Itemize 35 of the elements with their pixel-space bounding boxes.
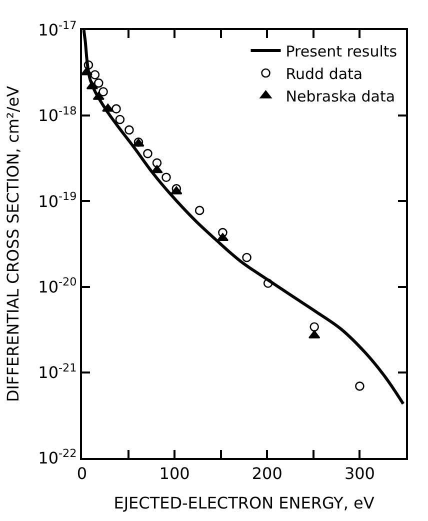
point [94, 78, 104, 88]
point [143, 148, 152, 158]
y-tick-label: 10$^{-18}$ [38, 104, 77, 126]
y-tick-label: 10$^{-17}$ [38, 18, 77, 40]
point [242, 252, 252, 262]
point [124, 125, 134, 135]
point [115, 114, 125, 124]
y-tick-label: 10$^{-21}$ [38, 361, 77, 382]
x-tick-label: 200 [252, 464, 282, 484]
point [310, 322, 319, 332]
legend-label: Present results [286, 42, 398, 60]
point [82, 67, 92, 76]
point [194, 206, 204, 216]
y-tick-label: 10$^{-22}$ [38, 446, 77, 468]
x-axis-title: EJECTED-ELECTRON ENERGY, eV [114, 493, 374, 512]
y-axis-title: DIFFERENTIAL CROSS SECTION, cm²/eV [4, 86, 23, 402]
point [112, 104, 121, 114]
legend-label: Nebraska data [286, 87, 396, 106]
point [102, 104, 114, 112]
point [218, 228, 228, 238]
y-tick-label: 10$^{-19}$ [38, 190, 77, 211]
point [90, 70, 100, 80]
point [308, 330, 320, 338]
point [151, 165, 163, 174]
point [84, 60, 94, 70]
point [98, 87, 108, 96]
point [162, 172, 171, 182]
x-tick-label: 0 [76, 464, 88, 484]
legend-label: Rudd data [286, 64, 363, 83]
x-tick-label: 300 [344, 464, 375, 484]
point [355, 382, 364, 391]
point [263, 278, 273, 288]
y-tick-label: 10$^{-20}$ [38, 276, 77, 296]
point [152, 158, 162, 168]
x-tick-label: 100 [159, 464, 190, 484]
